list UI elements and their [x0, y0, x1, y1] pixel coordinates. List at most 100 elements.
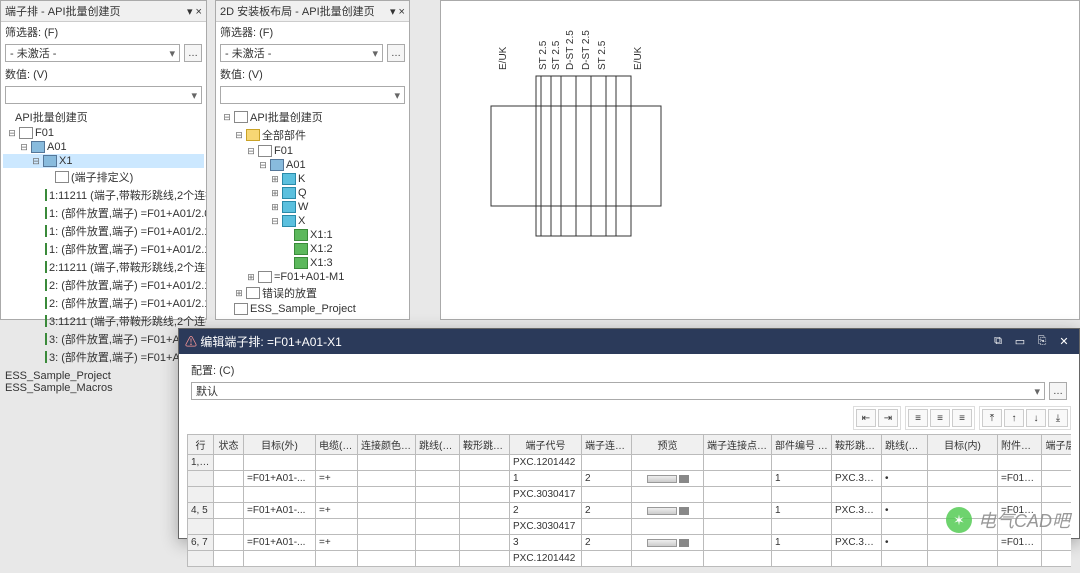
- table-row[interactable]: =F01+A01-...=+121PXC.303...•=F01+A01-K..…: [188, 471, 1072, 487]
- tree-item[interactable]: ⊞K: [218, 172, 407, 186]
- table-header[interactable]: 预览: [632, 435, 704, 455]
- tree-item[interactable]: 2:11211 (端子,带鞍形跳线,2个连接...: [3, 258, 204, 276]
- table-row[interactable]: PXC.3030417: [188, 487, 1072, 503]
- toolbar-button[interactable]: ↓: [1026, 409, 1046, 427]
- tree-item[interactable]: X1:2: [218, 242, 407, 256]
- table-header[interactable]: 电缆(外): [316, 435, 358, 455]
- tree-item[interactable]: ⊟全部部件: [218, 126, 407, 144]
- svg-text:ST 2.5: ST 2.5: [597, 40, 608, 70]
- left-filter-label: 筛选器: (F): [5, 24, 58, 40]
- toolbar-button[interactable]: ≡: [952, 409, 972, 427]
- mid-tree[interactable]: ⊟API批量创建页⊟全部部件⊟F01⊟A01⊞K⊞Q⊞W⊟XX1:1X1:2X1…: [216, 106, 409, 318]
- tree-item[interactable]: 3: (部件放置,端子) =F01+A01/2.1: [3, 330, 204, 348]
- tree-item[interactable]: ⊟X1: [3, 154, 204, 168]
- table-header[interactable]: 端子层: [1042, 435, 1072, 455]
- tree-item[interactable]: 2: (部件放置,端子) =F01+A01/2.1: [3, 294, 204, 312]
- left-title-menu[interactable]: ▾ ×: [187, 5, 202, 18]
- tree-item[interactable]: ⊟X: [218, 214, 407, 228]
- mid-filter-more-button[interactable]: …: [387, 44, 405, 62]
- tree-item[interactable]: (端子排定义): [3, 168, 204, 186]
- toolbar-button[interactable]: ⇥: [878, 409, 898, 427]
- mid-panel-title: 2D 安装板布局 - API批量创建页 ▾ ×: [216, 1, 409, 22]
- svg-text:ST 2.5: ST 2.5: [551, 40, 562, 70]
- modal-btn-1[interactable]: ⧉: [989, 334, 1007, 350]
- edit-terminal-modal: ⚠ 编辑端子排: =F01+A01-X1 ⧉ ▭ ⎘ ✕ 配置: (C) 默认 …: [178, 328, 1080, 539]
- tree-item[interactable]: 3: (部件放置,端子) =F01+A01/2.1: [3, 348, 204, 366]
- terminal-table[interactable]: 行状态目标(外)电缆(外)连接颜色 / ...跳线(外部)鞍形跳线(...端子代…: [187, 434, 1071, 567]
- table-header[interactable]: 附件预览: [998, 435, 1042, 455]
- tree-item[interactable]: 2: (部件放置,端子) =F01+A01/2.1: [3, 276, 204, 294]
- mid-title-menu[interactable]: ▾ ×: [390, 5, 405, 18]
- toolbar-button[interactable]: ≡: [930, 409, 950, 427]
- table-header[interactable]: 部件编号 [1]: [772, 435, 832, 455]
- mid-title-text: 2D 安装板布局 - API批量创建页: [220, 3, 375, 19]
- config-value: 默认: [196, 383, 218, 399]
- left-value-dropdown[interactable]: [5, 86, 202, 104]
- mid-filter-dropdown[interactable]: - 未激活 -: [220, 44, 383, 62]
- toolbar-button[interactable]: ⤓: [1048, 409, 1068, 427]
- config-label: 配置: (C): [191, 362, 234, 378]
- table-header[interactable]: 连接颜色 / ...: [358, 435, 416, 455]
- table-header[interactable]: 鞍形跳线(...: [832, 435, 882, 455]
- left-title-text: 端子排 - API批量创建页: [5, 3, 121, 19]
- table-header[interactable]: 端子连接点(内部): [704, 435, 772, 455]
- table-row[interactable]: 4, 5=F01+A01-...=+221PXC.303...•=F01+A01…: [188, 503, 1072, 519]
- table-header[interactable]: 端子代号: [510, 435, 582, 455]
- table-header[interactable]: 端子连接点...: [582, 435, 632, 455]
- left-filter-more-button[interactable]: …: [184, 44, 202, 62]
- tree-item[interactable]: ⊟A01: [218, 158, 407, 172]
- canvas-drawing: E/UKST 2.5ST 2.5D-ST 2.5D-ST 2.5ST 2.5E/…: [441, 1, 1079, 319]
- mid-filter-value: - 未激活 -: [225, 45, 271, 61]
- wechat-icon: ✶: [946, 507, 972, 533]
- table-row[interactable]: 6, 7=F01+A01-...=+321PXC.303...•=F01+A01…: [188, 535, 1072, 551]
- modal-btn-2[interactable]: ▭: [1011, 334, 1029, 350]
- table-header[interactable]: 目标(内): [928, 435, 998, 455]
- config-more-button[interactable]: …: [1049, 382, 1067, 400]
- toolbar-button[interactable]: ↑: [1004, 409, 1024, 427]
- table-header[interactable]: 行: [188, 435, 214, 455]
- mid-filter-label: 筛选器: (F): [220, 24, 273, 40]
- canvas-panel[interactable]: E/UKST 2.5ST 2.5D-ST 2.5D-ST 2.5ST 2.5E/…: [440, 0, 1080, 320]
- tree-item[interactable]: ⊟A01: [3, 140, 204, 154]
- warning-icon: ⚠: [185, 335, 197, 349]
- table-header[interactable]: 跳线(内部): [882, 435, 928, 455]
- tree-root[interactable]: API批量创建页: [3, 108, 204, 126]
- svg-text:E/UK: E/UK: [498, 46, 509, 70]
- tree-item[interactable]: ⊟API批量创建页: [218, 108, 407, 126]
- table-row[interactable]: PXC.1201442: [188, 551, 1072, 567]
- tree-item[interactable]: 1:11211 (端子,带鞍形跳线,2个连接...: [3, 186, 204, 204]
- table-header[interactable]: 目标(外): [244, 435, 316, 455]
- toolbar-button[interactable]: ≡: [908, 409, 928, 427]
- tree-item[interactable]: ⊟F01: [3, 126, 204, 140]
- modal-titlebar: ⚠ 编辑端子排: =F01+A01-X1 ⧉ ▭ ⎘ ✕: [179, 329, 1079, 354]
- table-header[interactable]: 鞍形跳线(...: [460, 435, 510, 455]
- table-header[interactable]: 状态: [214, 435, 244, 455]
- left-panel: 端子排 - API批量创建页 ▾ × 筛选器: (F) - 未激活 - … 数值…: [0, 0, 207, 320]
- table-row[interactable]: PXC.3030417: [188, 519, 1072, 535]
- left-panel-title: 端子排 - API批量创建页 ▾ ×: [1, 1, 206, 22]
- tree-item[interactable]: ⊞=F01+A01-M1: [218, 270, 407, 284]
- tree-item[interactable]: ⊟F01: [218, 144, 407, 158]
- toolbar-button[interactable]: ⇤: [856, 409, 876, 427]
- modal-btn-3[interactable]: ⎘: [1033, 334, 1051, 350]
- table-header[interactable]: 跳线(外部): [416, 435, 460, 455]
- left-filter-dropdown[interactable]: - 未激活 -: [5, 44, 180, 62]
- table-row[interactable]: 1, 2, 3PXC.1201442: [188, 455, 1072, 471]
- tree-item[interactable]: 1: (部件放置,端子) =F01+A01/2.1: [3, 240, 204, 258]
- left-filter-value: - 未激活 -: [10, 45, 56, 61]
- mid-panel: 2D 安装板布局 - API批量创建页 ▾ × 筛选器: (F) - 未激活 -…: [215, 0, 410, 320]
- tree-item[interactable]: 3:11211 (端子,带鞍形跳线,2个连接...: [3, 312, 204, 330]
- mid-value-dropdown[interactable]: [220, 86, 405, 104]
- tree-item[interactable]: 1: (部件放置,端子) =F01+A01/2.1: [3, 222, 204, 240]
- tree-item[interactable]: ⊞错误的放置: [218, 284, 407, 302]
- tree-item[interactable]: ⊞Q: [218, 186, 407, 200]
- tree-item[interactable]: ⊞W: [218, 200, 407, 214]
- tree-item[interactable]: ESS_Sample_Project: [218, 302, 407, 316]
- tree-item[interactable]: X1:3: [218, 256, 407, 270]
- modal-close-button[interactable]: ✕: [1055, 334, 1073, 350]
- config-dropdown[interactable]: 默认: [191, 382, 1045, 400]
- tree-item[interactable]: 1: (部件放置,端子) =F01+A01/2.0: [3, 204, 204, 222]
- tree-item[interactable]: X1:1: [218, 228, 407, 242]
- toolbar-button[interactable]: ⤒: [982, 409, 1002, 427]
- left-tree[interactable]: API批量创建页⊟F01⊟A01⊟X1(端子排定义)1:11211 (端子,带鞍…: [1, 106, 206, 368]
